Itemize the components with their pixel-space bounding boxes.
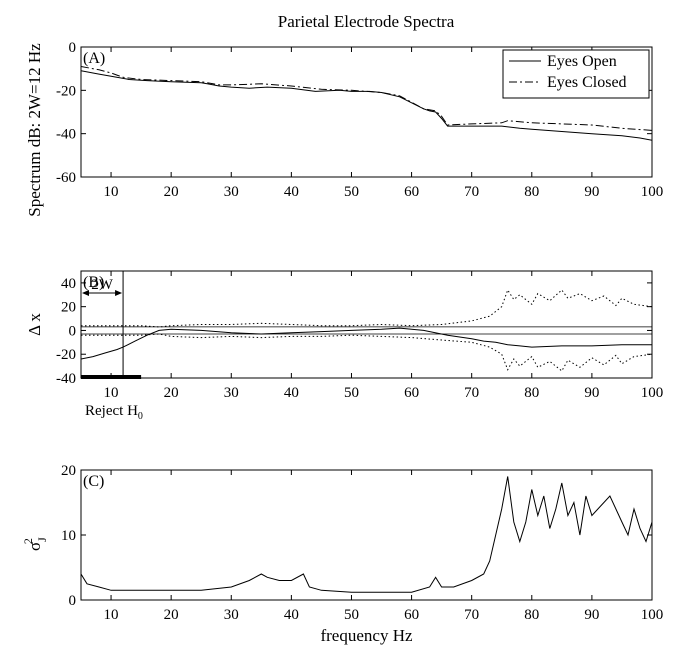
axes-frame (80, 46, 653, 178)
x-tick-label: 40 (284, 607, 299, 623)
panel-variance: 10 20 30 40 50 60 70 80 90 10020100(C)σJ2frequenc… (21, 463, 663, 645)
panel-label: (B) (83, 274, 104, 291)
y-tick-label: -40 (56, 371, 76, 387)
x-tick-label: 10 (104, 607, 119, 623)
x-tick-label: 20 (164, 184, 179, 200)
axes-frame (80, 469, 653, 601)
y-axis-label-subscript: J (35, 537, 49, 542)
x-tick-label: 70 (464, 184, 479, 200)
reject-label-subscript: 0 (138, 411, 143, 422)
series-line-1 (81, 288, 652, 328)
x-tick-label: 80 (524, 607, 539, 623)
x-tick-label: 100 (641, 607, 664, 623)
y-tick-label: 0 (69, 40, 77, 56)
x-tick-label: 70 (464, 385, 479, 401)
y-axis-label-symbol: σ (25, 542, 44, 551)
x-tick-label: 40 (284, 184, 299, 200)
y-axis-label-superscript: 2 (21, 538, 35, 544)
x-tick-label: 60 (404, 607, 419, 623)
series-line-0 (81, 327, 652, 360)
x-tick-label: 60 (404, 184, 419, 200)
y-axis-label: σJ2 (21, 537, 49, 551)
x-tick-label: 70 (464, 607, 479, 623)
y-tick-label: -60 (56, 170, 76, 186)
reject-label: Reject H0 (85, 403, 143, 422)
y-tick-label: -40 (56, 127, 76, 143)
panel-spectrum: 10 20 30 40 50 60 70 80 90 100 0 -20 -40 -60 (A) Spectr… (25, 40, 663, 217)
y-tick-label: 10 (61, 528, 76, 544)
panel-delta-x: 10 20 30 40 50 60 70 80 90 100 40 20 0 -20 -40 (B) Δ x 2W… (25, 270, 664, 422)
x-tick-label: 30 (224, 385, 239, 401)
y-axis-label: Δ x (25, 313, 44, 336)
y-axis-label: Spectrum dB: 2W=12 Hz (25, 43, 44, 217)
x-tick-label: 30 (224, 607, 239, 623)
legend-box (502, 49, 650, 99)
x-tick-label: 90 (584, 385, 599, 401)
y-tick-label: 40 (61, 276, 76, 292)
x-tick-label: 10 (104, 184, 119, 200)
x-tick-label: 10 (104, 385, 119, 401)
legend-label: Eyes Closed (547, 74, 627, 91)
panel-label: (A) (83, 50, 105, 67)
arrow-head-right (115, 290, 123, 296)
panel-label: (C) (83, 473, 104, 490)
axes-frame (80, 270, 653, 379)
bandwidth-label: 2W (91, 277, 114, 293)
x-axis-label: frequency Hz (320, 626, 412, 645)
y-tick-label: 20 (61, 300, 76, 316)
x-tick-label: 100 (641, 184, 664, 200)
figure-title: Parietal Electrode Spectra (278, 12, 455, 31)
y-tick-label: -20 (56, 347, 76, 363)
x-tick-label: 80 (524, 385, 539, 401)
x-tick-label: 100 (641, 385, 664, 401)
x-tick-label: 20 (164, 385, 179, 401)
series-line-eyes-closed (81, 66, 652, 131)
x-tick-label: 90 (584, 607, 599, 623)
reject-label-text: Reject H (85, 403, 138, 419)
x-tick-label: 80 (524, 184, 539, 200)
y-tick-label: 0 (69, 323, 77, 339)
x-tick-label: 40 (284, 385, 299, 401)
x-tick-label: 60 (404, 385, 419, 401)
legend-label: Eyes Open (547, 53, 617, 70)
x-tick-label: 20 (164, 607, 179, 623)
series-line-2 (81, 333, 652, 372)
y-tick-label: 0 (69, 593, 77, 609)
x-tick-label: 50 (344, 385, 359, 401)
series-line-0 (81, 476, 652, 593)
x-tick-label: 50 (344, 184, 359, 200)
x-tick-label: 50 (344, 607, 359, 623)
y-tick-label: -20 (56, 83, 76, 99)
x-tick-label: 90 (584, 184, 599, 200)
arrow-head-left (82, 290, 89, 296)
x-tick-label: 30 (224, 184, 239, 200)
y-tick-label: 20 (61, 463, 76, 479)
